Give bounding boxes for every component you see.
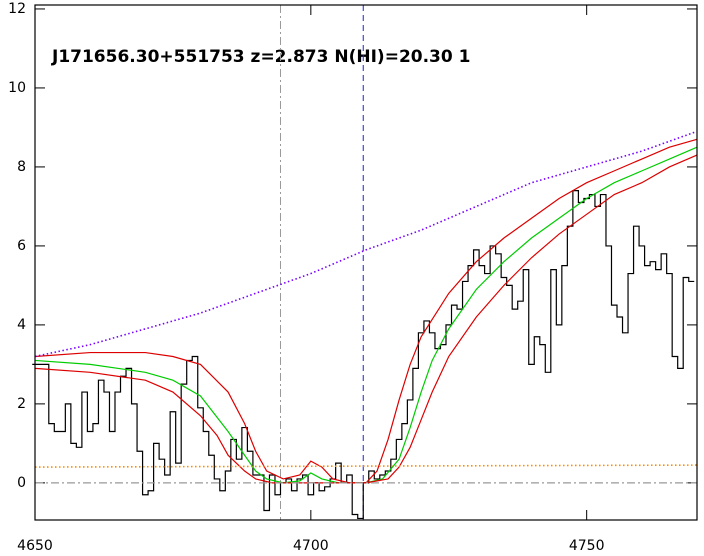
y-tick-label: 0 [17, 475, 26, 491]
spectrum [32, 190, 695, 520]
plot-frame [34, 4, 698, 521]
chart-title: J171656.30+551753 z=2.873 N(HI)=20.30 1 [51, 47, 470, 67]
y-tick-label: 10 [8, 80, 26, 96]
y-tick-label: 12 [8, 1, 26, 17]
x-tick-label: 4700 [293, 538, 329, 554]
y-tick-label: 8 [17, 159, 26, 175]
y-tick-label: 6 [17, 238, 26, 254]
y-tick-label: 2 [17, 396, 26, 412]
y-tick-label: 4 [17, 317, 26, 333]
model-line [34, 154, 698, 484]
x-tick-label: 4750 [569, 538, 605, 554]
x-tick-label: 4650 [17, 538, 53, 554]
model-line [34, 130, 698, 358]
